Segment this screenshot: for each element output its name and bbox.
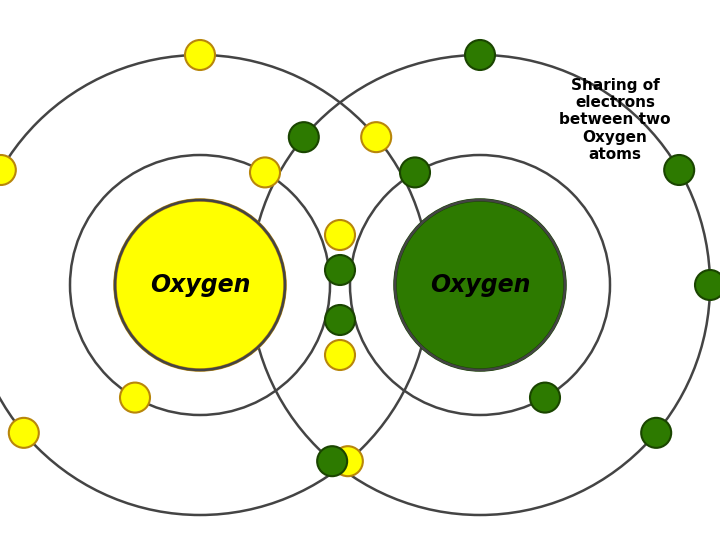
- Circle shape: [0, 155, 16, 185]
- Circle shape: [9, 418, 39, 448]
- Circle shape: [325, 220, 355, 250]
- Circle shape: [395, 200, 565, 370]
- Circle shape: [289, 122, 319, 152]
- Circle shape: [325, 305, 355, 335]
- Circle shape: [325, 255, 355, 285]
- Circle shape: [317, 446, 347, 476]
- Circle shape: [120, 382, 150, 413]
- Circle shape: [465, 40, 495, 70]
- Circle shape: [250, 158, 280, 187]
- Circle shape: [185, 40, 215, 70]
- Circle shape: [325, 340, 355, 370]
- Circle shape: [530, 382, 560, 413]
- Text: Oxygen: Oxygen: [150, 273, 251, 297]
- Text: Sharing of
electrons
between two
Oxygen
atoms: Sharing of electrons between two Oxygen …: [559, 78, 671, 163]
- Circle shape: [642, 418, 671, 448]
- Text: Oxygen: Oxygen: [430, 273, 530, 297]
- Circle shape: [695, 270, 720, 300]
- Circle shape: [664, 155, 694, 185]
- Circle shape: [333, 446, 363, 476]
- Circle shape: [361, 122, 391, 152]
- Circle shape: [115, 200, 285, 370]
- Circle shape: [400, 158, 430, 187]
